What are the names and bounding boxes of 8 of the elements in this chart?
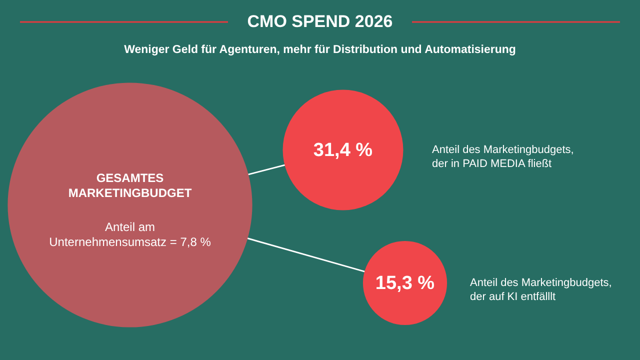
category-label: Anteil des Marketingbudgets, der auf KI entfälllt bbox=[470, 277, 612, 303]
data-label: 15,3 % bbox=[375, 273, 435, 294]
category-label: Anteil des Marketingbudgets, der in PAID MEDIA fließt bbox=[432, 144, 574, 170]
text: Weniger Geld für Agenturen, mehr für Distribution und Automatisierung bbox=[124, 44, 516, 56]
category-label: GESAMTES MARKETINGBUDGET bbox=[68, 171, 192, 200]
data-label: 31,4 % bbox=[313, 140, 373, 161]
text: CMO SPEND 2026 bbox=[247, 12, 393, 31]
data-label: Anteil am Unternehmensumsatz = 7,8 % bbox=[49, 220, 212, 249]
